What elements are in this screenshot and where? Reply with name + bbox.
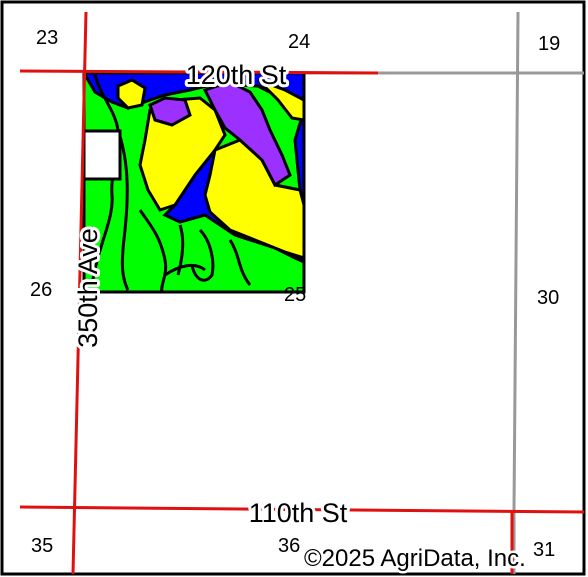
road-110th-st-line [19, 505, 585, 514]
road-120th-st-line [19, 69, 379, 75]
section-number: 24 [288, 31, 310, 53]
section-number: 36 [278, 535, 300, 557]
section-number: 31 [533, 539, 555, 561]
soil-parcel [82, 71, 306, 294]
soil-unit-purple-small [148, 96, 192, 127]
section-number: 35 [31, 535, 53, 557]
section-number: 23 [36, 27, 58, 49]
road-label-120th-st: 120th St [186, 60, 287, 90]
section-number: 25 [284, 284, 306, 306]
section-number: 30 [537, 287, 559, 309]
roads [19, 11, 585, 575]
road-label-110th-st: 110th St [249, 498, 348, 528]
section-number: 26 [30, 279, 52, 301]
soil-unit-yellow-northeast [256, 78, 304, 122]
soil-unit-yellow-central [138, 96, 227, 212]
non-soil-inclusion [84, 129, 122, 181]
soil-unit-purple [202, 80, 292, 188]
section-number: 19 [538, 33, 560, 55]
road-350th-ave-line [71, 11, 88, 575]
section-numbers: 23 24 19 26 25 30 35 36 31 [30, 27, 560, 561]
soil-unit-yellow-knob [116, 78, 147, 110]
copyright-notice: ©2025 AgriData, Inc. [304, 545, 526, 572]
road-label-350th-ave: 350th Ave [73, 228, 103, 348]
